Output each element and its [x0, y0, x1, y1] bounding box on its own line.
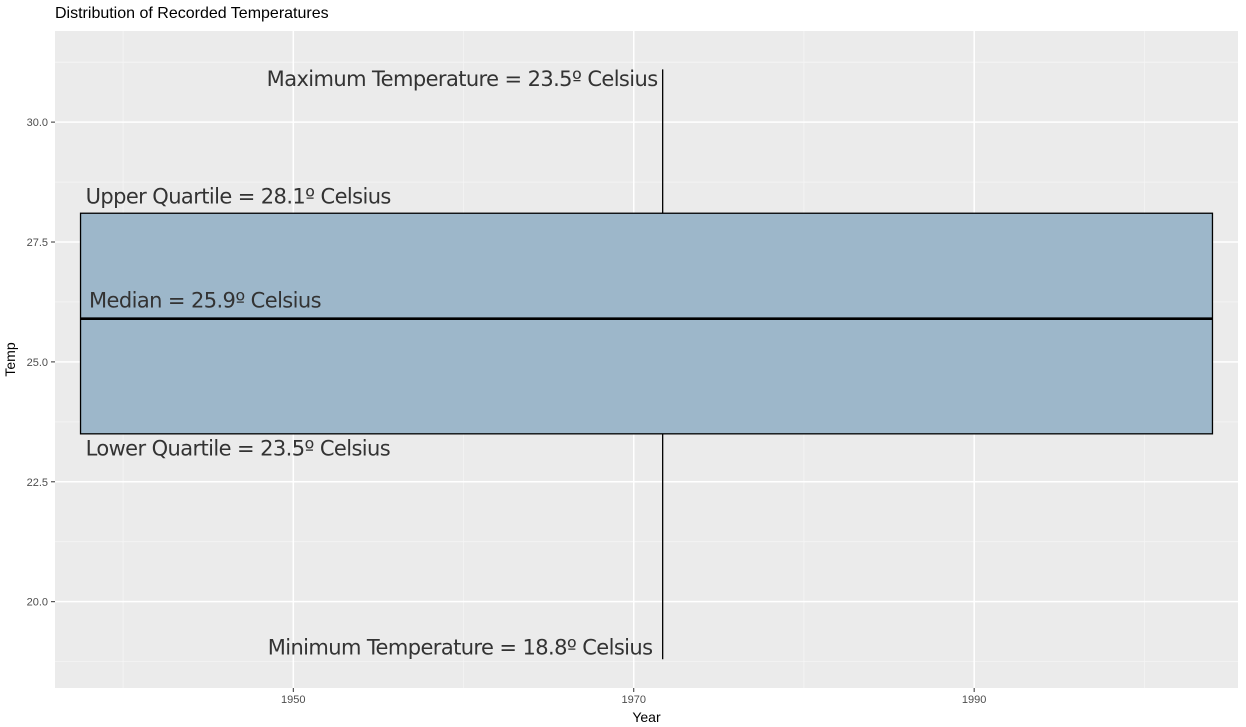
y-tick-label: 22.5 — [27, 477, 48, 489]
x-tick-label: 1950 — [281, 694, 305, 706]
x-tick-label: 1970 — [621, 694, 645, 706]
annotation-label: Median = 25.9º Celsius — [89, 289, 321, 313]
annotation-layer: Maximum Temperature = 23.5º Celsius Upper… — [86, 67, 659, 659]
y-tick-label: 30.0 — [27, 117, 48, 129]
x-axis: 1950 1970 1990 — [281, 688, 986, 706]
x-tick-label: 1990 — [962, 694, 986, 706]
annotation-label: Maximum Temperature = 23.5º Celsius — [267, 67, 658, 91]
y-axis-title: Temp — [2, 342, 18, 376]
annotation-label: Minimum Temperature = 18.8º Celsius — [268, 635, 653, 659]
y-tick-label: 20.0 — [27, 597, 48, 609]
annotation-label: Lower Quartile = 23.5º Celsius — [86, 436, 390, 460]
interquartile-box — [79, 212, 1214, 435]
annotation-label: Upper Quartile = 28.1º Celsius — [86, 185, 391, 209]
y-tick-label: 25.0 — [27, 357, 48, 369]
boxplot-layer — [79, 69, 1214, 660]
y-axis: 20.0 22.5 25.0 27.5 30.0 — [27, 117, 55, 609]
x-axis-title: Year — [632, 709, 661, 725]
chart-title: Distribution of Recorded Temperatures — [55, 5, 329, 22]
y-tick-label: 27.5 — [27, 237, 48, 249]
